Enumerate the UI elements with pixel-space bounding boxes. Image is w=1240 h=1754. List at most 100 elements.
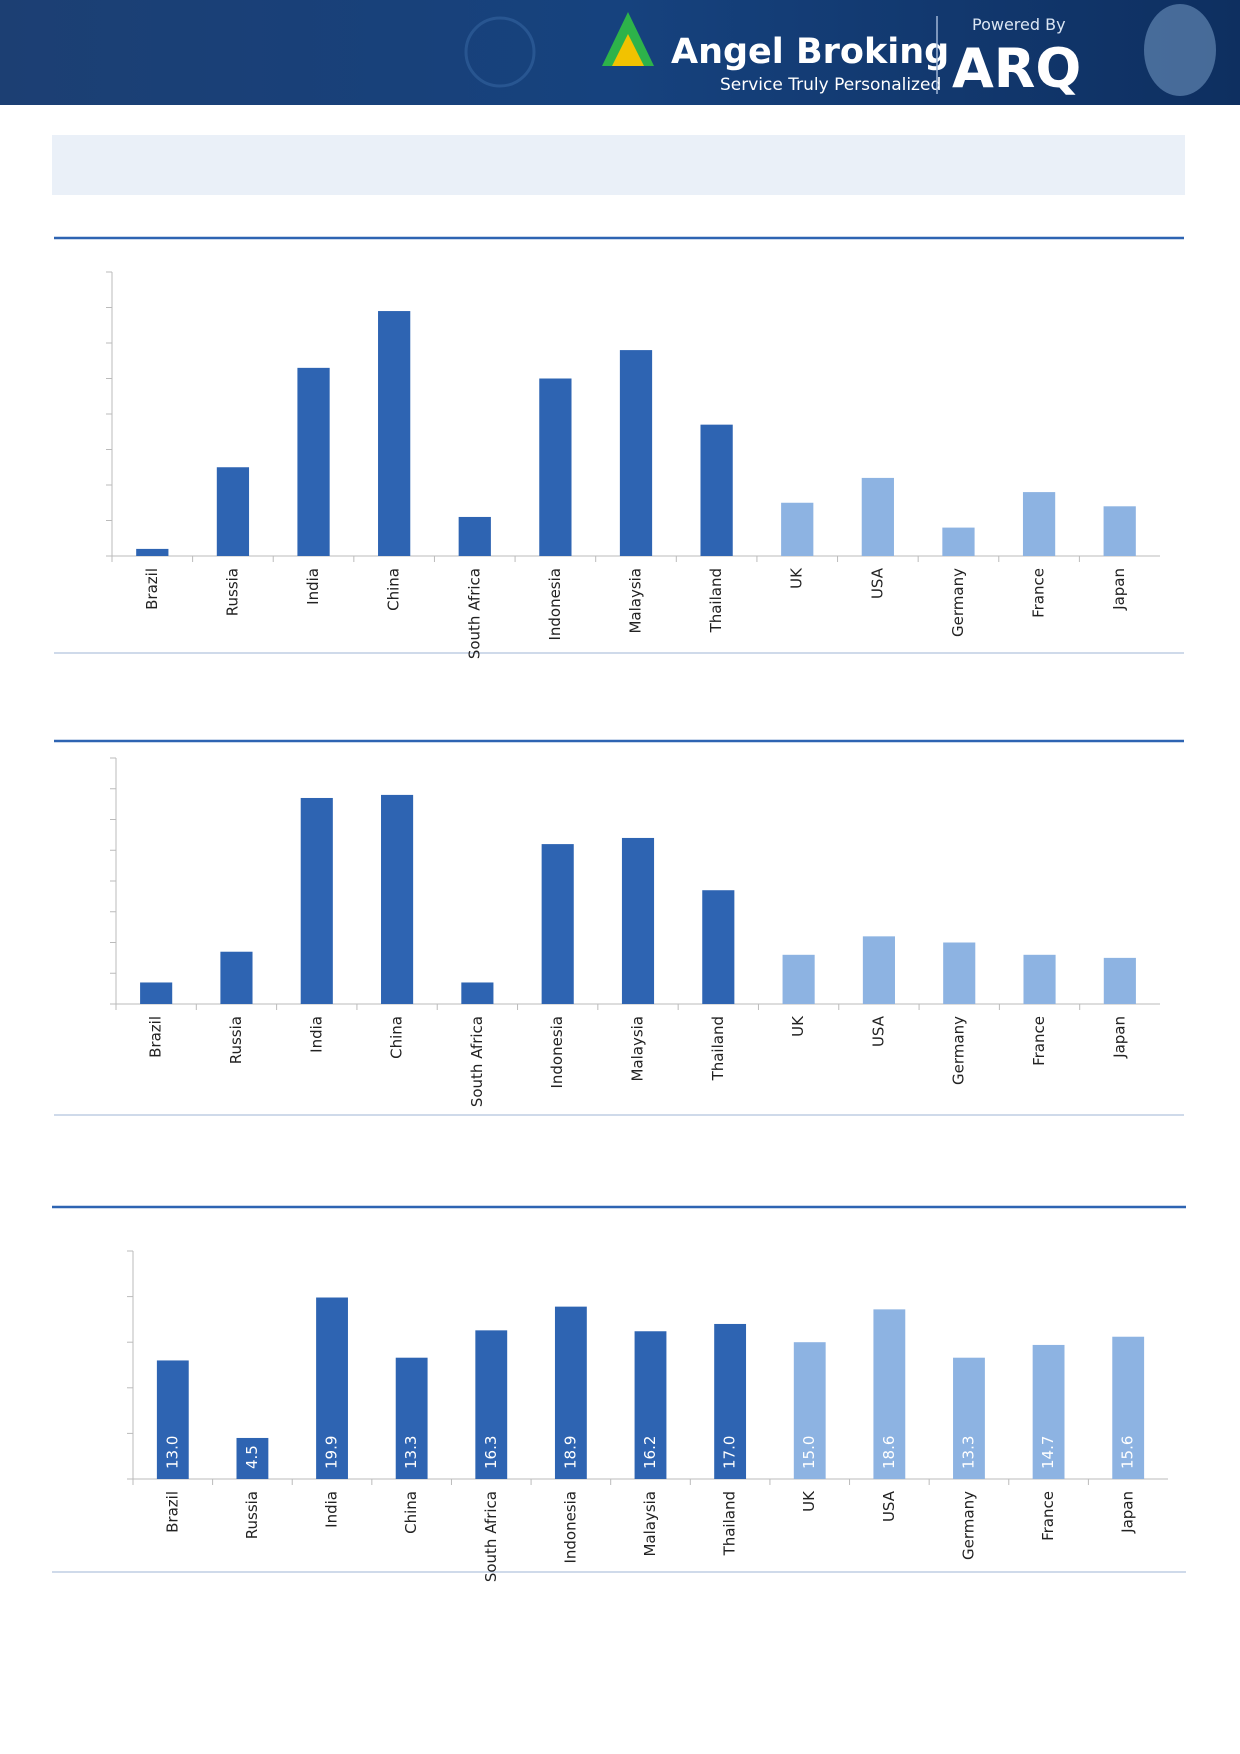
bar (216, 467, 250, 556)
bar (539, 378, 572, 556)
data-label: 13.3 (402, 1436, 420, 1469)
bar (953, 1357, 985, 1479)
bar (781, 502, 814, 556)
header-decoration (464, 16, 536, 88)
bar (156, 1360, 189, 1479)
x-tick-label: France (1039, 1491, 1057, 1541)
logo-mark (612, 34, 644, 66)
data-label: 16.3 (482, 1436, 500, 1469)
x-tick-label: Japan (1119, 1491, 1137, 1534)
bar (942, 527, 975, 556)
x-tick-label: Germany (949, 568, 967, 637)
x-tick-label: India (307, 1016, 325, 1053)
data-label: 17.0 (721, 1436, 739, 1469)
bar (619, 350, 653, 556)
bar (702, 890, 735, 1004)
x-tick-label: France (1030, 1016, 1048, 1066)
x-tick-label: Russia (223, 568, 241, 616)
x-tick-label: South Africa (468, 1016, 486, 1107)
data-label: 4.5 (243, 1445, 261, 1469)
x-tick-label: Brazil (143, 568, 161, 610)
x-tick-label: China (388, 1016, 406, 1059)
bar (621, 837, 655, 1004)
bar (634, 1331, 667, 1479)
x-tick-label: Germany (959, 1491, 977, 1560)
bar (700, 424, 733, 556)
bar (714, 1323, 747, 1479)
bar (381, 794, 414, 1004)
data-label: 13.0 (163, 1436, 181, 1469)
bar (1103, 506, 1136, 556)
bar (1112, 1336, 1145, 1479)
bar (873, 1309, 906, 1479)
bar (793, 1342, 826, 1479)
x-tick-label: UK (789, 1015, 807, 1037)
x-tick-label: UK (788, 567, 806, 589)
x-tick-label: Brazil (163, 1491, 181, 1533)
bar (1103, 957, 1136, 1004)
bar (458, 516, 491, 556)
bar (395, 1357, 428, 1479)
x-tick-label: Brazil (147, 1016, 165, 1058)
data-label: 13.3 (959, 1436, 977, 1469)
x-tick-label: Malaysia (641, 1491, 659, 1557)
x-tick-label: Russia (227, 1016, 245, 1064)
data-label: 15.0 (800, 1436, 818, 1469)
x-tick-label: China (402, 1491, 420, 1534)
bar (554, 1306, 587, 1479)
data-label: 15.6 (1119, 1436, 1137, 1469)
bar (316, 1297, 348, 1479)
x-tick-label: Japan (1110, 1016, 1128, 1059)
brand-tagline: Service Truly Personalized (720, 75, 941, 95)
bar (378, 311, 411, 556)
bar (461, 982, 494, 1004)
bar (541, 844, 574, 1004)
x-tick-label: Russia (243, 1491, 261, 1539)
data-label: 19.9 (323, 1436, 341, 1469)
x-tick-label: South Africa (482, 1491, 500, 1582)
bar (861, 477, 894, 556)
x-tick-label: India (323, 1491, 341, 1528)
x-tick-label: USA (869, 1015, 887, 1047)
x-tick-label: Indonesia (561, 1491, 579, 1564)
brand-name: Angel Broking (671, 32, 949, 72)
bar (140, 982, 173, 1004)
bar (220, 951, 253, 1004)
bar (782, 954, 815, 1004)
product-name: ARQ (952, 37, 1081, 100)
x-tick-label: China (385, 568, 403, 611)
x-tick-label: South Africa (465, 568, 483, 659)
bar (1032, 1344, 1065, 1479)
x-tick-label: Germany (950, 1016, 968, 1085)
powered-by: Powered By (972, 15, 1066, 34)
header-decoration (1144, 4, 1216, 96)
bar (1023, 954, 1056, 1004)
bar (1022, 492, 1056, 556)
x-tick-label: Thailand (721, 1491, 739, 1556)
title-box (52, 135, 1185, 195)
x-tick-label: Malaysia (627, 568, 645, 634)
x-tick-label: Malaysia (629, 1016, 647, 1082)
x-tick-label: France (1030, 568, 1048, 618)
data-label: 14.7 (1039, 1436, 1057, 1469)
bar (136, 548, 169, 556)
data-label: 16.2 (641, 1436, 659, 1469)
bar (300, 797, 333, 1004)
x-tick-label: Japan (1110, 568, 1128, 611)
bar (297, 367, 330, 556)
bar (943, 942, 976, 1004)
data-label: 18.9 (561, 1436, 579, 1469)
bar (236, 1437, 269, 1479)
x-tick-label: Thailand (707, 568, 725, 633)
x-tick-label: Thailand (709, 1016, 727, 1081)
x-tick-label: USA (868, 567, 886, 599)
x-tick-label: USA (880, 1490, 898, 1522)
x-tick-label: India (304, 568, 322, 605)
x-tick-label: UK (800, 1490, 818, 1512)
x-tick-label: Indonesia (546, 568, 564, 641)
x-tick-label: Indonesia (548, 1016, 566, 1089)
bar (862, 936, 895, 1004)
bar (475, 1330, 508, 1479)
